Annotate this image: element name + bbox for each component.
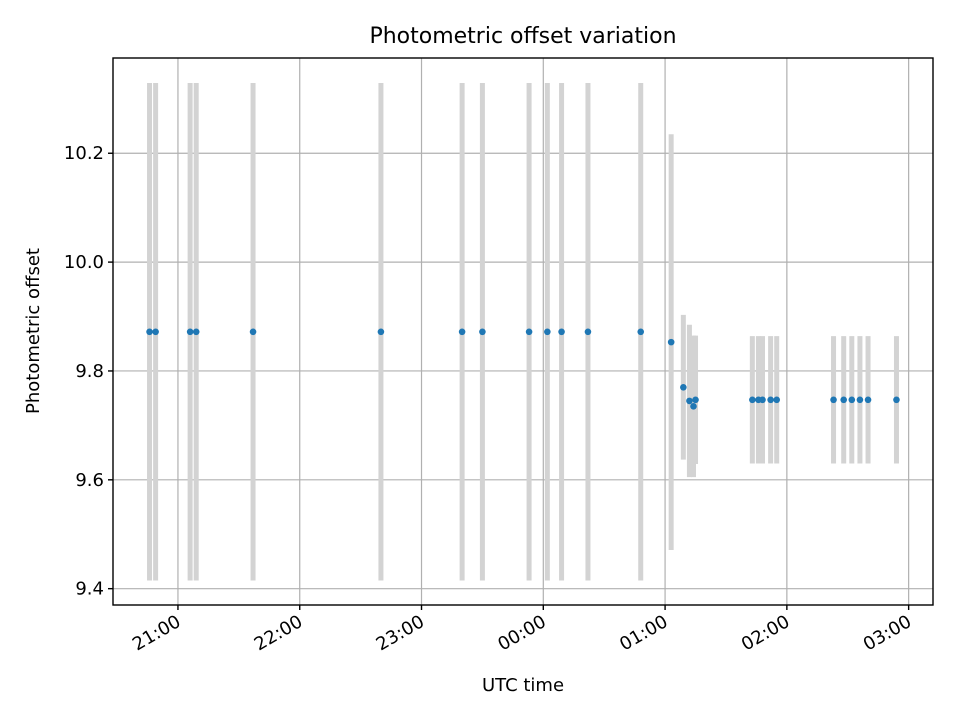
data-point [377,328,385,336]
data-point [249,328,257,336]
data-point [773,396,781,404]
plot-frame [112,57,934,606]
data-point [558,328,565,336]
data-point [584,328,592,336]
data-point [525,328,533,336]
data-point [544,328,551,336]
data-point [686,397,693,405]
data-point [637,328,645,336]
data-point [152,328,159,336]
y-tick-label: 10.0 [64,252,104,273]
data-point [767,396,774,404]
y-axis-label: Photometric offset [23,248,44,414]
chart-title: Photometric offset variation [369,24,676,49]
data-point [667,338,675,346]
y-tick-label: 9.8 [75,361,104,382]
data-point [840,396,847,404]
data-point [759,396,766,404]
data-point [192,328,200,336]
data-point [186,328,194,336]
data-point [680,383,687,391]
y-tick-label: 9.4 [75,579,104,600]
data-point [692,396,699,404]
data-point [146,328,153,336]
y-tick-label: 10.2 [64,143,104,164]
x-axis-label: UTC time [482,675,564,696]
data-point [479,328,486,336]
data-point [690,403,697,410]
data-point [749,396,756,404]
data-point [848,396,856,404]
y-tick-label: 9.6 [75,470,104,491]
data-point [830,396,837,404]
grid-layer [113,58,933,605]
data-point [893,396,900,404]
data-point [856,396,864,404]
data-point [458,328,466,336]
point-layer [146,328,900,410]
data-point [864,396,872,404]
